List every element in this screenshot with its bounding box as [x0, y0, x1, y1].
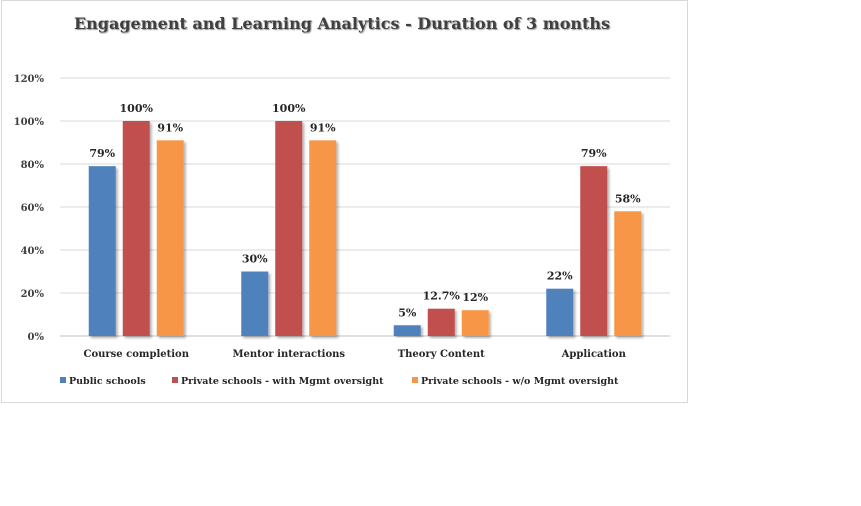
bar	[614, 211, 642, 336]
bar	[122, 121, 150, 336]
x-category-label: Course completion	[84, 349, 190, 360]
bar	[580, 166, 608, 336]
legend-label: Private schools - w/o Mgmt oversight	[421, 376, 619, 387]
y-tick-label: 100%	[14, 117, 45, 128]
legend-label: Private schools - with Mgmt oversight	[181, 376, 384, 387]
legend-swatch	[60, 377, 66, 383]
y-tick-label: 20%	[21, 289, 45, 300]
x-category-label: Mentor interactions	[232, 349, 345, 360]
data-label: 22%	[547, 270, 573, 283]
legend: Public schools Private schools - with Mgm…	[60, 376, 619, 387]
data-labels: 79%100%91%30%100%91%5%12.7% 12%22%79%58%	[89, 102, 641, 319]
data-label: 5%	[398, 306, 417, 319]
bar	[88, 166, 116, 336]
bar	[156, 140, 184, 336]
data-label: 100%	[272, 102, 306, 115]
x-category-label: Theory Content	[398, 349, 485, 360]
gridlines	[60, 77, 670, 337]
bar	[309, 140, 337, 336]
bar	[546, 288, 574, 336]
x-category-label: Application	[561, 349, 627, 360]
bar	[461, 310, 489, 336]
bar	[393, 325, 421, 336]
data-label: 91%	[310, 121, 336, 134]
data-label: 79%	[89, 147, 115, 160]
data-label: 12.7%	[423, 290, 461, 303]
data-label: 58%	[615, 192, 641, 205]
y-tick-label: 60%	[21, 203, 45, 214]
bar	[427, 308, 455, 336]
y-tick-label: 0%	[28, 332, 45, 343]
data-label: 30%	[242, 253, 268, 266]
chart-title: Engagement and Learning Analytics - Dura…	[73, 14, 611, 33]
y-axis-ticks: 0% 20% 40% 60% 80% 100% 120%	[14, 74, 45, 343]
legend-swatch	[172, 377, 178, 383]
data-label: 91%	[157, 121, 183, 134]
legend-swatch	[412, 377, 418, 383]
bar	[275, 121, 303, 336]
data-label: 12%	[462, 291, 488, 304]
data-label: 100%	[120, 102, 154, 115]
y-tick-label: 40%	[21, 246, 45, 257]
bars	[88, 121, 642, 336]
y-tick-label: 80%	[21, 160, 45, 171]
legend-label: Public schools	[69, 376, 146, 387]
y-tick-label: 120%	[14, 74, 45, 85]
bar	[241, 271, 269, 336]
data-label: 79%	[581, 147, 607, 160]
x-axis-categories: Course completion Mentor interactions Theo…	[84, 349, 627, 360]
